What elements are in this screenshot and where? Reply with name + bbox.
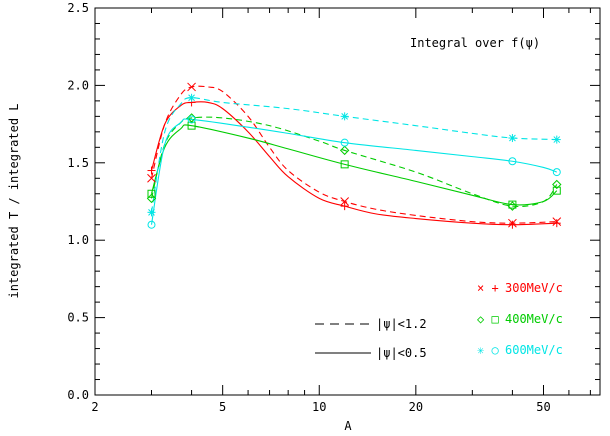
marker-square [340, 160, 349, 169]
x-axis-label: A [344, 419, 352, 433]
marker-asterisk [508, 134, 517, 143]
marker-diamond [146, 193, 157, 204]
momentum-legend: × + 300MeV/c ◇ □ 400MeV/c ✳ ○ 600MeV/c [477, 281, 563, 357]
x-tick-label: 10 [312, 400, 326, 414]
plot-frame [94, 7, 601, 396]
marker-circle [552, 168, 561, 177]
plot-annotation: Integral over f(ψ) [410, 36, 540, 50]
y-tick-label: 1.0 [67, 233, 89, 247]
x-tick-label: 20 [409, 400, 423, 414]
y-axis-label: integrated T / integrated L [7, 103, 21, 298]
marker-circle [187, 115, 196, 124]
y-tick-label: 0.5 [67, 311, 89, 325]
marker-circle [508, 157, 517, 166]
legend-300-symbols: × + [477, 281, 499, 295]
marker-circle [340, 138, 349, 147]
marker-square [508, 200, 517, 209]
y-tick-label: 2.0 [67, 78, 89, 92]
y-tick-label: 0.0 [67, 388, 89, 402]
series-line-600MeV-c-solid [150, 118, 557, 225]
marker-asterisk [187, 93, 196, 102]
y-tick-label: 2.5 [67, 1, 89, 15]
marker-square [552, 186, 561, 195]
marker-asterisk [147, 208, 156, 217]
series-line-300MeV-c-dashed [150, 85, 557, 224]
marker-plus [552, 219, 561, 228]
legend-dashed-label: |ψ|<1.2 [376, 317, 427, 331]
marker-plus [147, 166, 156, 175]
x-tick-label: 50 [536, 400, 550, 414]
style-legend: |ψ|<1.2 |ψ|<0.5 [315, 317, 427, 360]
marker-diamond [507, 201, 518, 211]
legend-solid-label: |ψ|<0.5 [376, 346, 427, 360]
y-tick-label: 1.5 [67, 156, 89, 170]
marker-asterisk [340, 112, 349, 121]
marker-asterisk [552, 135, 561, 144]
legend-600-label: 600MeV/c [505, 343, 563, 357]
series-markers [146, 82, 562, 229]
legend-400-label: 400MeV/c [505, 312, 563, 326]
marker-circle [147, 220, 156, 229]
series-line-300MeV-c-solid [150, 101, 557, 226]
marker-square [147, 189, 156, 198]
legend-400-symbols: ◇ □ [477, 312, 499, 326]
x-tick-label: 5 [219, 400, 226, 414]
legend-600-symbols: ✳ ○ [477, 343, 499, 357]
marker-x [147, 173, 156, 183]
marker-x [187, 82, 196, 92]
axis-ticks: 2 5 10 20 50 0.0 0.5 1.0 1.5 2.0 2.5 [67, 1, 600, 414]
marker-plus [508, 220, 517, 229]
marker-diamond [552, 179, 562, 190]
marker-x [340, 197, 350, 206]
marker-square [187, 121, 196, 130]
marker-plus [340, 202, 349, 211]
series-line-400MeV-c-dashed [150, 116, 558, 208]
marker-diamond [339, 145, 350, 156]
x-tick-label: 2 [91, 400, 98, 414]
series-curves [150, 85, 558, 226]
series-line-600MeV-c-dashed [150, 97, 557, 213]
legend-300-label: 300MeV/c [505, 281, 563, 295]
